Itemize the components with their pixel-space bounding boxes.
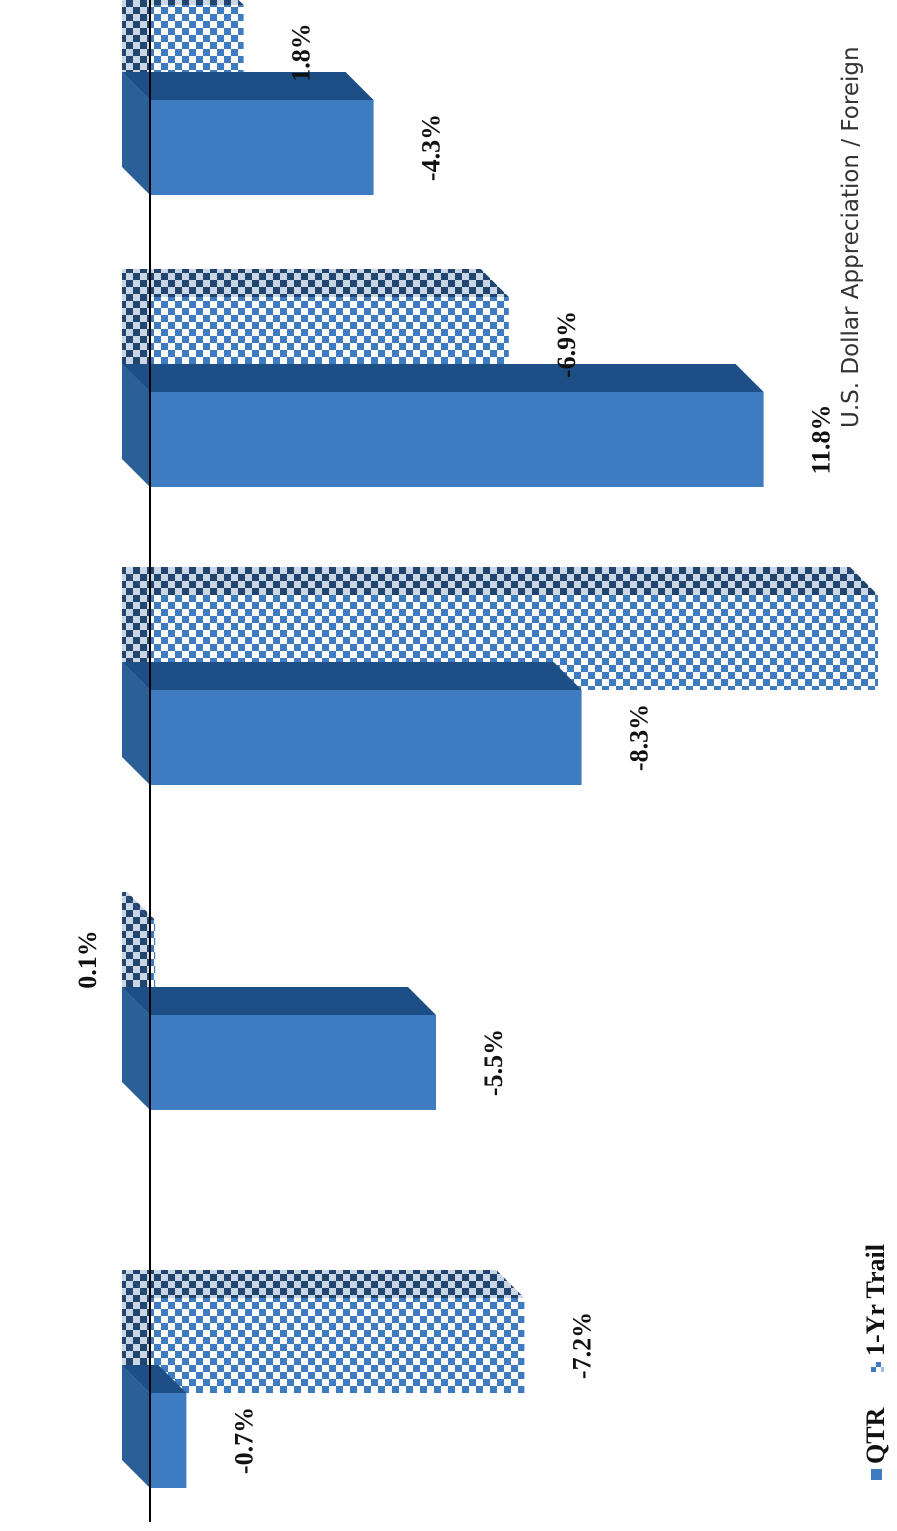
legend-swatch-qtr	[871, 1469, 882, 1480]
legend-label-1yr-trail: 1-Yr Trail	[861, 1244, 890, 1356]
bar-1yr-trail-2	[122, 892, 156, 1015]
bar-1yr-trail-1	[122, 1270, 525, 1393]
bar-group	[122, 0, 878, 1488]
bar-qtr-3	[122, 662, 582, 785]
value-label-qtr-5: -4.3%	[417, 114, 446, 181]
legend-swatch-1yr-trail	[871, 1362, 884, 1372]
legend-label-qtr: QTR	[861, 1407, 890, 1464]
bar-qtr-4	[122, 364, 764, 487]
value-label-qtr-2: -5.5%	[479, 1029, 508, 1096]
value-label-qtr-1: -0.7%	[229, 1407, 258, 1474]
axis-title: U.S. Dollar Appreciation / Foreign	[838, 46, 864, 428]
value-label-qtr-3: -8.3%	[625, 704, 654, 771]
value-label-qtr-4: 11.8%	[807, 404, 836, 474]
bar-qtr-5	[122, 72, 374, 195]
value-label-1yr-2: 0.1%	[73, 930, 102, 989]
bar-qtr-2	[122, 987, 436, 1110]
legend: QTR 1-Yr Trail	[861, 1244, 890, 1480]
value-label-1yr-1: -7.2%	[567, 1312, 596, 1379]
value-label-1yr-4: -6.9%	[552, 311, 581, 378]
value-label-group: -0.7% -7.2% -5.5% 0.1% -8.3% 11.8% -6.9% -4.3% 1…	[73, 23, 836, 1474]
value-label-1yr-5: 1.8%	[287, 23, 316, 82]
bar-qtr-1	[122, 1365, 187, 1488]
